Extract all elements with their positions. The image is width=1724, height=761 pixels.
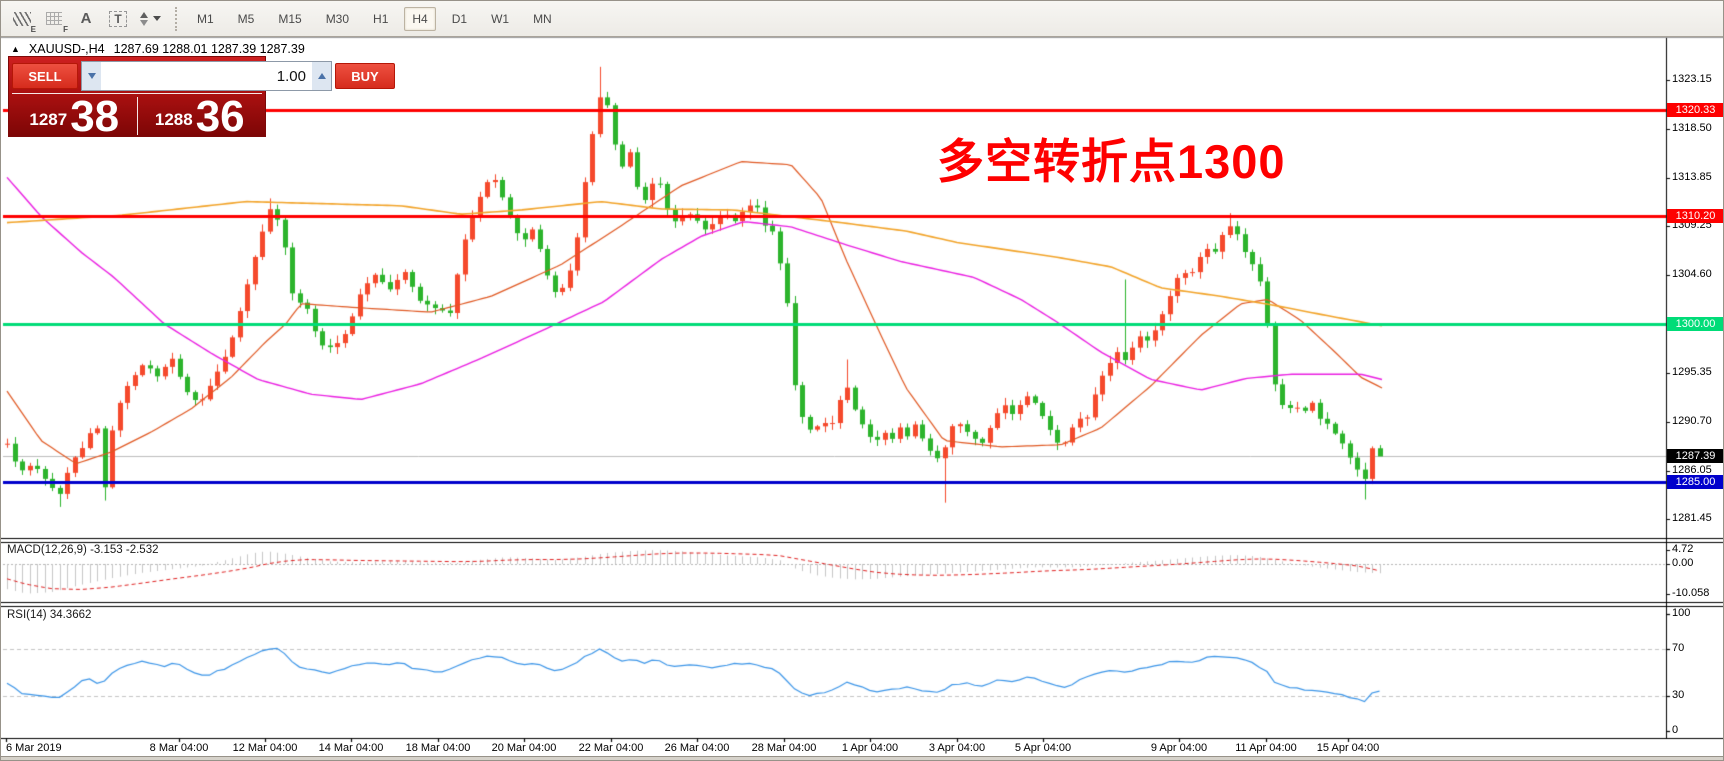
annotation-text: 多空转折点1300 [937, 135, 1286, 188]
panel-divider [136, 97, 138, 135]
sell-button[interactable]: SELL [12, 63, 78, 89]
draw-text-button[interactable]: A [73, 6, 99, 32]
text-label-icon: T [109, 10, 127, 27]
fibonacci-grid-icon [46, 12, 62, 25]
collapse-arrow-icon[interactable]: ▲ [11, 44, 20, 54]
sell-price[interactable]: 1287 38 [12, 94, 137, 138]
macd-label: MACD(12,26,9) -3.153 -2.532 [7, 544, 159, 556]
channel-hatch-icon [13, 11, 31, 26]
volume-stepper [81, 61, 332, 91]
volume-input[interactable] [101, 62, 312, 90]
sell-price-pips: 38 [70, 91, 120, 141]
timeframe-mn[interactable]: MN [533, 11, 552, 26]
timeframe-m15[interactable]: M15 [278, 11, 302, 26]
timeframe-w1[interactable]: W1 [491, 11, 510, 26]
quote-symbol: XAUUSD-,H4 [28, 42, 105, 56]
channel-e-label: E [30, 24, 36, 34]
quote-line: ▲ XAUUSD-,H4 1287.69 1288.01 1287.39 128… [11, 42, 305, 56]
toolbar-grip[interactable] [175, 6, 177, 31]
buy-price[interactable]: 1288 36 [138, 94, 263, 138]
draw-text-label-button[interactable]: T [105, 6, 131, 32]
timeframe-h1[interactable]: H1 [373, 11, 389, 26]
sell-price-big-figure: 1287 [29, 110, 68, 129]
dropdown-caret-icon[interactable] [152, 16, 161, 21]
volume-decrease-button[interactable] [82, 62, 101, 90]
arrange-objects-button[interactable] [137, 6, 163, 32]
sort-arrows-icon [139, 11, 148, 26]
buy-price-big-figure: 1288 [154, 110, 193, 129]
quote-ohlc: 1287.69 1288.01 1287.39 1287.39 [113, 42, 305, 56]
timeframe-m1[interactable]: M1 [197, 11, 214, 26]
toolbar: E F A T M1 M5 M15 M30 H1 H4 D1 W1 MN [1, 1, 1723, 37]
window-bottom-edge [1, 756, 1723, 760]
timeframe-d1[interactable]: D1 [451, 11, 468, 26]
buy-button[interactable]: BUY [335, 63, 395, 89]
timeframe-h4[interactable]: H4 [404, 6, 436, 31]
timeframe-m5[interactable]: M5 [237, 11, 255, 26]
text-a-icon: A [80, 10, 92, 27]
fibonacci-lines-button[interactable]: F [41, 6, 68, 34]
buy-price-pips: 36 [195, 91, 245, 141]
fibonacci-f-label: F [63, 24, 68, 34]
timeframe-group: M1 M5 M15 M30 H1 H4 D1 W1 MN [189, 6, 568, 31]
rsi-label: RSI(14) 34.3662 [7, 609, 92, 621]
one-click-trade-panel: SELL BUY 1287 38 1288 36 [8, 56, 395, 138]
timeframe-m30[interactable]: M30 [325, 11, 350, 26]
volume-increase-button[interactable] [312, 62, 331, 90]
equidistant-channel-button[interactable]: E [9, 6, 36, 34]
